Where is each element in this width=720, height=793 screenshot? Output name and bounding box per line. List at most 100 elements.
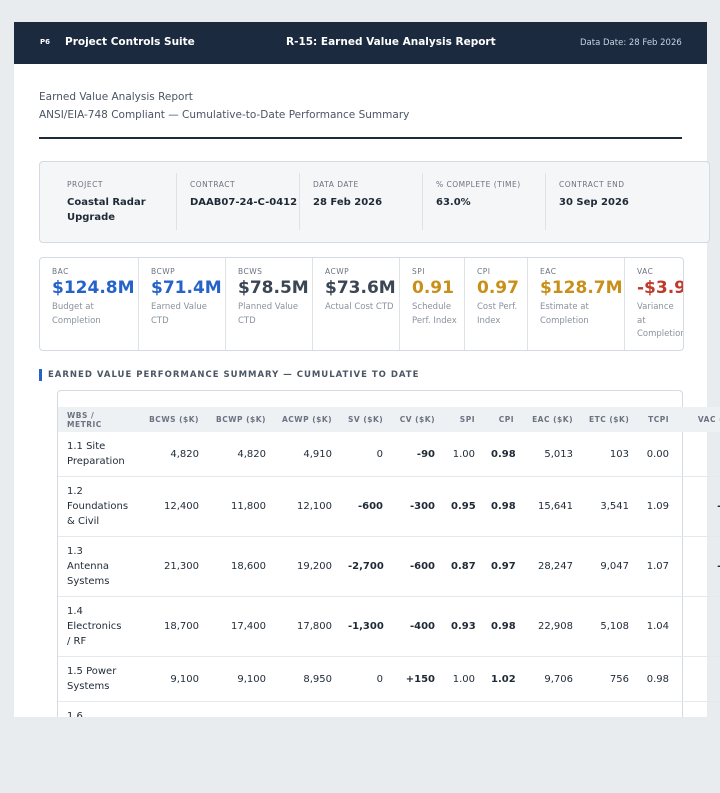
cell: 19,200 — [274, 536, 340, 597]
kpi-sub: Estimate at Completion — [540, 302, 589, 326]
cell: 0.83 — [443, 701, 483, 717]
info-label: % COMPLETE (TIME) — [436, 180, 521, 189]
cell: 103 — [581, 432, 637, 477]
cell: 28,247 — [522, 536, 581, 597]
cell: 17,400 — [207, 596, 274, 657]
cell: 0 — [340, 432, 391, 477]
cell: - — [677, 701, 720, 717]
cell: -1,300 — [340, 596, 391, 657]
cell: 0.00 — [637, 432, 677, 477]
column-header: CV ($K) — [391, 407, 443, 432]
wbs-label: 1.2 Foundations & Civil — [58, 476, 135, 537]
cell: 0.98 — [637, 656, 677, 702]
column-header: ETC ($K) — [581, 407, 637, 432]
cell: -2,700 — [340, 536, 391, 597]
kpi-value: 0.97 — [477, 278, 519, 298]
table-row: 1.5 Power Systems 9,100 9,100 8,950 0 +150 1.0… — [58, 656, 720, 702]
cell: -600 — [340, 476, 391, 537]
cell: - — [677, 432, 720, 477]
kpi-card: EAC $128.7M Estimate at Completion — [527, 258, 624, 350]
cell: 22,908 — [522, 596, 581, 657]
wbs-label: 1.6 Command & Control SW — [58, 701, 135, 717]
table-row: 1.3 Antenna Systems 21,300 18,600 19,200 -2,… — [58, 536, 720, 597]
kpi-value: $128.7M — [540, 278, 623, 298]
cell: 0 — [340, 656, 391, 702]
cell: 12,400 — [135, 476, 207, 537]
cell: 8,950 — [274, 656, 340, 702]
cell: -300 — [391, 476, 443, 537]
info-cell: DATA DATE 28 Feb 2026 — [299, 173, 422, 230]
report-code: R-15: Earned Value Analysis Report — [286, 36, 496, 48]
wbs-label: 1.3 Antenna Systems — [58, 536, 135, 597]
column-header: BCWP ($K) — [207, 407, 274, 432]
column-header: SV ($K) — [340, 407, 391, 432]
cell: 1.07 — [637, 536, 677, 597]
column-header: VAC ($K) — [677, 407, 720, 432]
info-value: 28 Feb 2026 — [313, 197, 383, 208]
kpi-value: $78.5M — [238, 278, 309, 298]
cell: -2,0 — [677, 536, 720, 597]
kpi-strip: BAC $124.8M Budget at Completion BCWP $71.4M… — [39, 257, 684, 351]
kpi-value: 0.91 — [412, 278, 454, 298]
cell: 1.03 — [637, 701, 677, 717]
kpi-label: EAC — [540, 267, 557, 276]
cell: 0.97 — [483, 536, 522, 597]
column-header: CPI — [483, 407, 522, 432]
column-header: ACWP ($K) — [274, 407, 340, 432]
report-panel: P6 Project Controls Suite R-15: Earned V… — [14, 22, 720, 717]
cell: -400 — [391, 596, 443, 657]
cell: 7,500 — [135, 701, 207, 717]
cell: 11,800 — [207, 476, 274, 537]
kpi-card: ACWP $73.6M Actual Cost CTD — [312, 258, 399, 350]
cell: 0.98 — [483, 476, 522, 537]
cell: 5,108 — [581, 596, 637, 657]
kpi-label: BCWS — [238, 267, 263, 276]
kpi-sub: Variance at Completion — [637, 302, 684, 339]
table-row: 1.4 Electronics / RF 18,700 17,400 17,800 -1… — [58, 596, 720, 657]
column-header: WBS / METRIC — [58, 407, 135, 432]
cell: 0.93 — [443, 596, 483, 657]
cell: 756 — [581, 656, 637, 702]
info-value: DAAB07-24-C-0412 — [190, 197, 298, 208]
info-label: CONTRACT END — [559, 180, 625, 189]
cell: 15,641 — [522, 476, 581, 537]
cell: 5,013 — [522, 432, 581, 477]
kpi-sub: Earned Value CTD — [151, 302, 207, 326]
column-header: TCPI — [637, 407, 677, 432]
kpi-label: BAC — [52, 267, 69, 276]
table-row: 1.2 Foundations & Civil 12,400 11,800 12,10… — [58, 476, 720, 537]
cell: 6,400 — [274, 701, 340, 717]
wbs-label: 1.1 Site Preparation — [58, 432, 135, 477]
kpi-card: SPI 0.91 Schedule Perf. Index — [399, 258, 464, 350]
cell: 0.97 — [483, 701, 522, 717]
kpi-value: $124.8M — [52, 278, 135, 298]
cell: 0.98 — [483, 432, 522, 477]
column-header: EAC ($K) — [522, 407, 581, 432]
kpi-card: BCWP $71.4M Earned Value CTD — [138, 258, 225, 350]
kpi-sub: Budget at Completion — [52, 302, 101, 326]
app-name: Project Controls Suite — [65, 36, 195, 48]
cell: -200 — [391, 701, 443, 717]
kpi-value: $71.4M — [151, 278, 222, 298]
kpi-label: VAC — [637, 267, 654, 276]
cell: 9,706 — [522, 656, 581, 702]
cell: 0.98 — [483, 596, 522, 657]
cell: 0.87 — [443, 536, 483, 597]
cell: 6,200 — [207, 701, 274, 717]
cell: 18,600 — [207, 536, 274, 597]
cell: 12,371 — [522, 701, 581, 717]
cell: +150 — [391, 656, 443, 702]
kpi-sub: Schedule Perf. Index — [412, 302, 457, 326]
cell: 17,800 — [274, 596, 340, 657]
cell: 1.02 — [483, 656, 522, 702]
info-cell: % COMPLETE (TIME) 63.0% — [422, 173, 545, 230]
wbs-label: 1.4 Electronics / RF — [58, 596, 135, 657]
info-label: PROJECT — [67, 180, 103, 189]
kpi-label: BCWP — [151, 267, 176, 276]
cell: 18,700 — [135, 596, 207, 657]
kpi-card: CPI 0.97 Cost Perf. Index — [464, 258, 527, 350]
cell: 1.00 — [443, 656, 483, 702]
info-cell: CONTRACT DAAB07-24-C-0412 — [176, 173, 299, 230]
info-value: 63.0% — [436, 197, 471, 208]
